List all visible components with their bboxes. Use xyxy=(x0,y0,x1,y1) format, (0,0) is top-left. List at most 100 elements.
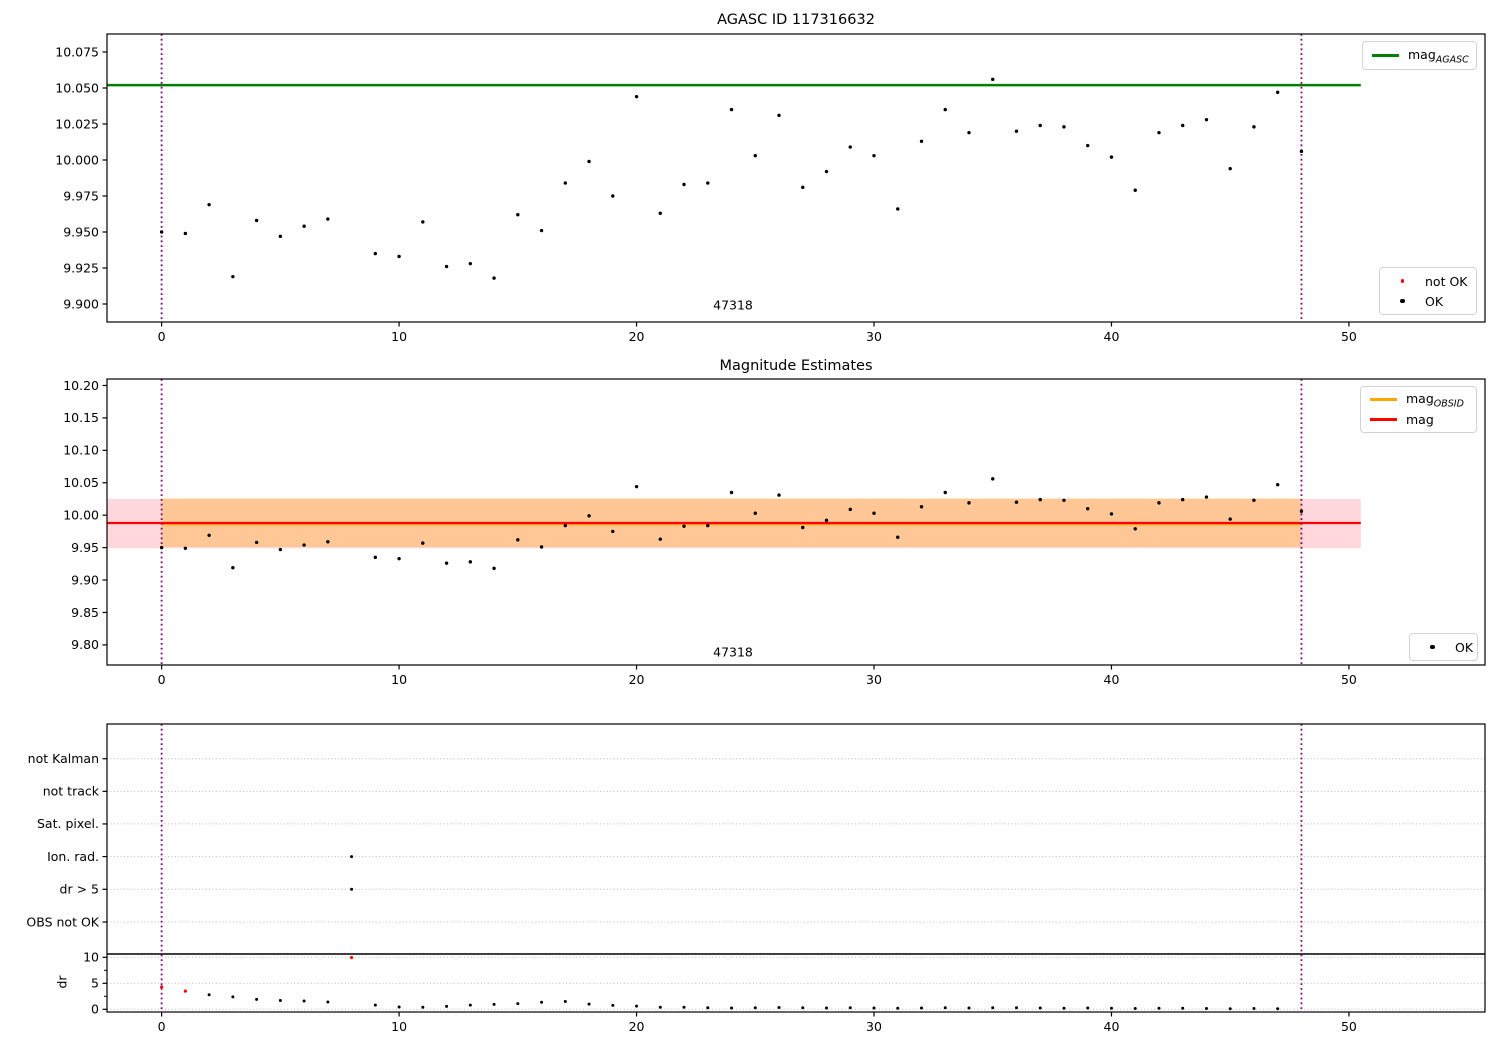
data-point-ok xyxy=(397,254,401,259)
data-point-ok xyxy=(445,1004,449,1008)
y-tick-label: 10.15 xyxy=(63,410,99,425)
data-point-ok xyxy=(682,182,686,187)
line-icon xyxy=(1370,398,1397,402)
data-point-ok xyxy=(611,529,615,534)
data-point-ok xyxy=(1109,1006,1113,1010)
x-tick-label: 10 xyxy=(391,329,407,344)
dot-icon xyxy=(1430,644,1435,650)
data-point-ok xyxy=(967,1006,971,1010)
data-point-ok xyxy=(919,1006,923,1010)
data-point-ok xyxy=(1276,1007,1280,1011)
data-point-ok xyxy=(872,153,876,158)
legend-label: magAGASC xyxy=(1408,46,1469,65)
data-point-ok xyxy=(848,507,852,512)
data-point-ok xyxy=(682,524,686,528)
data-point-ok xyxy=(1252,125,1256,129)
data-point-ok xyxy=(1086,507,1090,511)
y-tick-label: OBS not OK xyxy=(26,914,99,929)
data-point-ok xyxy=(706,523,710,528)
y-tick-label: dr > 5 xyxy=(60,882,99,897)
data-point-ok xyxy=(634,484,639,489)
data-point-ok xyxy=(991,477,995,481)
x-tick-label: 10 xyxy=(391,1019,407,1034)
data-point-ok xyxy=(1204,117,1209,122)
y-tick-label: not track xyxy=(43,784,100,799)
plot3-ylabel-dr: dr xyxy=(54,975,70,989)
x-tick-label: 20 xyxy=(629,329,645,344)
y-tick-label: 9.90 xyxy=(71,572,99,587)
data-point-ok xyxy=(468,1003,472,1007)
y-tick-label: 5 xyxy=(91,976,99,991)
plot-agasc-mag: 0 10 20 30 40 50 9.900 9.925 9.950 9.975 10.000 10.… xyxy=(55,33,1486,344)
y-tick-label: 9.95 xyxy=(71,540,99,555)
data-point-ok xyxy=(397,556,401,561)
data-point-ok xyxy=(207,993,211,997)
data-point-ok xyxy=(492,1002,496,1006)
legend-item: OK xyxy=(1419,637,1473,657)
data-point-ok xyxy=(159,545,164,550)
data-point-ok xyxy=(848,1006,852,1010)
data-point-ok xyxy=(563,999,567,1003)
data-point-ok xyxy=(635,1004,639,1008)
data-point-ok xyxy=(1275,483,1280,487)
data-point-ok xyxy=(919,505,924,509)
data-point-ok xyxy=(1181,1006,1185,1010)
x-tick-label: 40 xyxy=(1104,1019,1120,1034)
data-point-ok xyxy=(1109,155,1114,159)
data-point-ok xyxy=(350,855,354,859)
data-point-ok xyxy=(1157,130,1161,135)
data-point-ok xyxy=(1157,501,1161,505)
data-point-ok xyxy=(207,533,211,537)
data-point-ok xyxy=(516,1002,520,1006)
data-point-ok xyxy=(896,207,900,211)
data-point-ok xyxy=(516,538,520,542)
legend-item: magOBSID xyxy=(1370,390,1467,410)
data-point-ok xyxy=(991,1006,995,1010)
x-tick-label: 30 xyxy=(866,672,882,687)
data-point-ok xyxy=(421,220,425,224)
data-point-ok xyxy=(587,159,591,164)
data-point-ok xyxy=(302,543,306,547)
x-tick-label: 50 xyxy=(1341,1019,1357,1034)
data-point-ok xyxy=(801,525,805,530)
axes-frame xyxy=(106,723,1486,1013)
legend-item: mag xyxy=(1370,410,1467,430)
data-point-ok xyxy=(706,181,710,185)
y-tick-label: 10 xyxy=(83,950,99,965)
data-point-ok xyxy=(753,1006,757,1010)
x-tick-label: 30 xyxy=(866,1019,882,1034)
data-point-ok xyxy=(1181,123,1185,128)
data-point-ok xyxy=(1109,512,1114,516)
data-point-ok xyxy=(1228,517,1232,521)
data-point-ok xyxy=(516,213,520,217)
data-point-ok xyxy=(1038,497,1042,502)
data-point-ok xyxy=(919,139,924,143)
data-point-ok xyxy=(231,566,235,570)
y-tick-label: 10.00 xyxy=(63,507,99,522)
data-point-ok xyxy=(943,107,947,112)
data-point-ok xyxy=(1086,1006,1090,1010)
x-tick-label: 20 xyxy=(629,1019,645,1034)
plot-magnitude-estimates: 0 10 20 30 40 50 9.80 9.85 9.90 9.95 10.00 10.05 10.… xyxy=(63,378,1486,687)
data-point-ok xyxy=(326,1000,330,1004)
data-point-ok xyxy=(1062,125,1066,129)
x-tick-label: 0 xyxy=(158,672,166,687)
data-point-ok xyxy=(706,1006,710,1010)
x-tick-label: 0 xyxy=(158,329,166,344)
data-point-ok xyxy=(943,1006,947,1010)
data-point-ok xyxy=(1275,90,1280,95)
axes-frame xyxy=(106,33,1486,323)
data-point-ok xyxy=(801,1006,805,1010)
data-point-ok xyxy=(421,1005,425,1009)
legend-line-swatch xyxy=(1372,54,1399,57)
data-point-ok xyxy=(326,217,330,221)
data-point-ok xyxy=(611,194,615,198)
data-point-ok xyxy=(634,94,639,99)
y-tick-label: 10.075 xyxy=(55,44,99,59)
data-point-ok xyxy=(492,566,496,571)
plot2-title: Magnitude Estimates xyxy=(719,358,873,374)
data-point-ok xyxy=(896,1006,900,1010)
x-tick-label: 20 xyxy=(629,672,645,687)
